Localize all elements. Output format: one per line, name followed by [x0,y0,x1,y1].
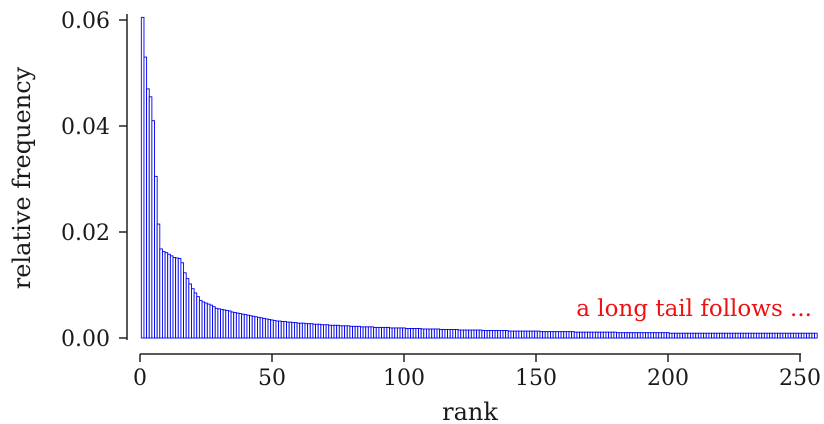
y-axis-ticks: 0.00 0.02 0.04 0.06 [61,9,127,352]
y-tick-label: 0.04 [61,115,110,140]
y-tick-label: 0.02 [61,221,110,246]
long-tail-annotation: a long tail follows ... [576,296,812,322]
x-tick-label: 250 [779,366,821,391]
x-axis-ticks: 0 50 100 150 200 250 [133,354,821,391]
x-tick-label: 100 [383,366,425,391]
y-axis-title: relative frequency [8,66,36,289]
y-tick-label: 0.00 [61,327,110,352]
bars-group [140,16,818,339]
x-tick-label: 0 [133,366,147,391]
x-tick-label: 150 [515,366,557,391]
x-axis-title: rank [442,398,498,424]
x-tick-label: 200 [647,366,689,391]
y-tick-label: 0.06 [61,9,110,34]
bar-rank-256 [814,332,818,339]
x-tick-label: 50 [258,366,286,391]
plot-area: 0.00 0.02 0.04 0.06 0 50 100 150 200 250 [61,9,821,391]
